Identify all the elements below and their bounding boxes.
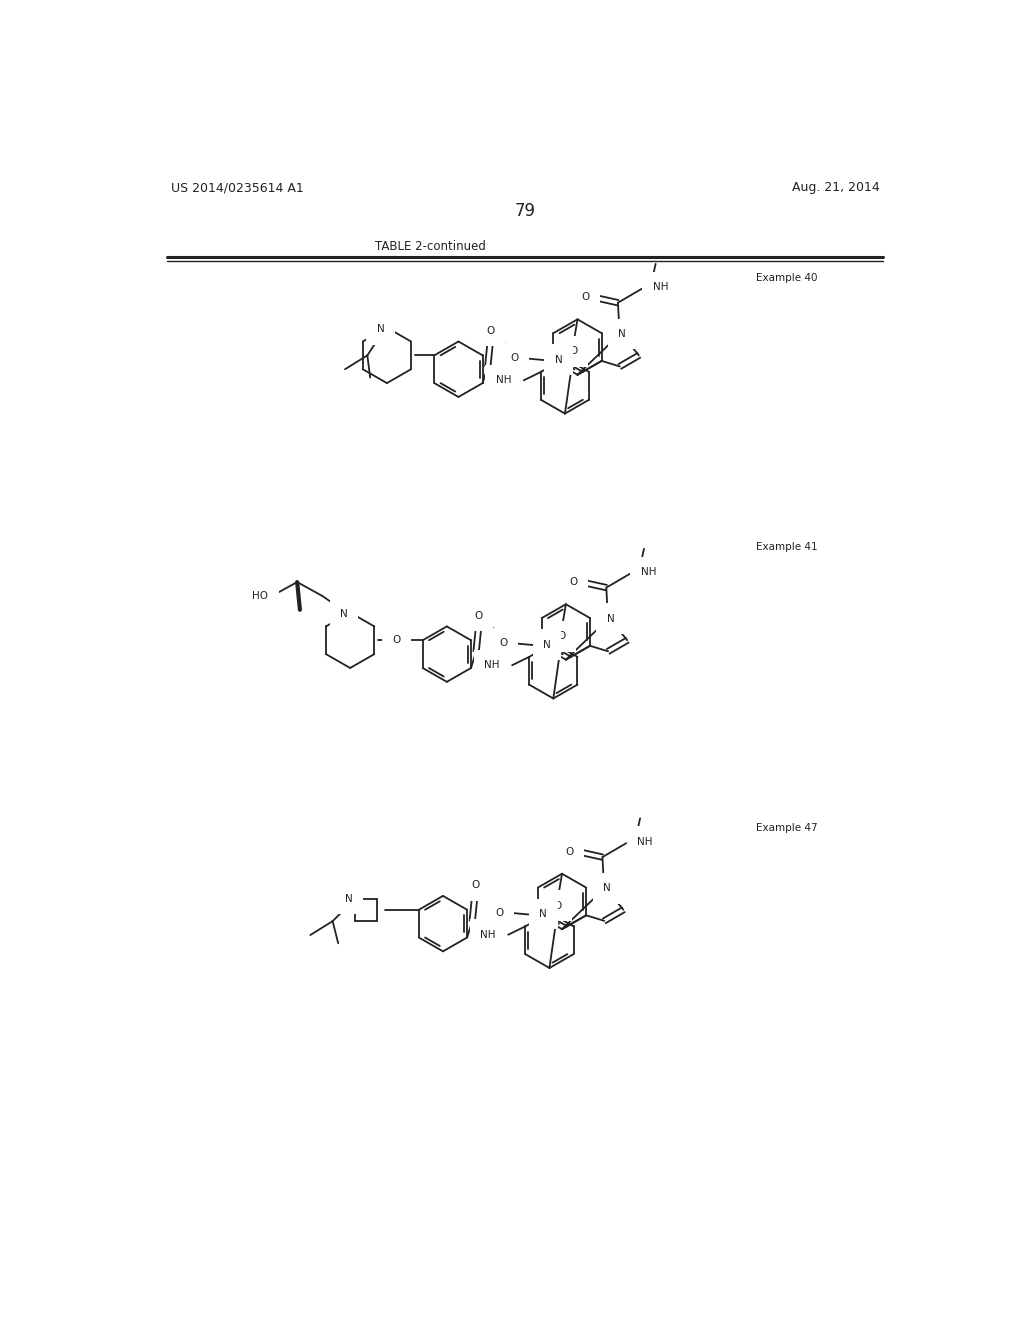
Text: N: N [544, 640, 551, 649]
Text: NH: NH [480, 929, 496, 940]
Text: O: O [486, 326, 495, 337]
Text: N: N [618, 329, 626, 339]
Text: O: O [569, 346, 578, 356]
Text: TABLE 2-continued: TABLE 2-continued [375, 240, 485, 253]
Text: US 2014/0235614 A1: US 2014/0235614 A1 [171, 181, 303, 194]
Text: NH: NH [484, 660, 500, 671]
Text: O: O [392, 635, 400, 645]
Text: N: N [555, 355, 562, 364]
Text: O: O [499, 638, 507, 648]
Text: O: O [471, 880, 479, 891]
Text: O: O [554, 900, 562, 911]
Text: NH: NH [652, 282, 668, 292]
Text: Example 40: Example 40 [756, 273, 817, 282]
Text: O: O [565, 846, 573, 857]
Text: N: N [345, 894, 352, 904]
Text: NH: NH [641, 568, 656, 577]
Text: N: N [540, 909, 547, 919]
Text: HO: HO [252, 591, 268, 601]
Text: NH: NH [496, 375, 511, 385]
Text: NH: NH [637, 837, 652, 846]
Text: 79: 79 [514, 202, 536, 219]
Text: Aug. 21, 2014: Aug. 21, 2014 [792, 181, 880, 194]
Text: N: N [607, 614, 614, 624]
Text: N: N [377, 325, 385, 334]
Text: O: O [511, 354, 519, 363]
Text: N: N [603, 883, 610, 894]
Text: O: O [569, 577, 578, 587]
Text: N: N [340, 609, 348, 619]
Text: Example 41: Example 41 [756, 543, 817, 552]
Text: Example 47: Example 47 [756, 824, 817, 833]
Text: O: O [557, 631, 566, 642]
Text: O: O [475, 611, 483, 620]
Text: O: O [495, 908, 503, 917]
Text: O: O [581, 292, 589, 302]
